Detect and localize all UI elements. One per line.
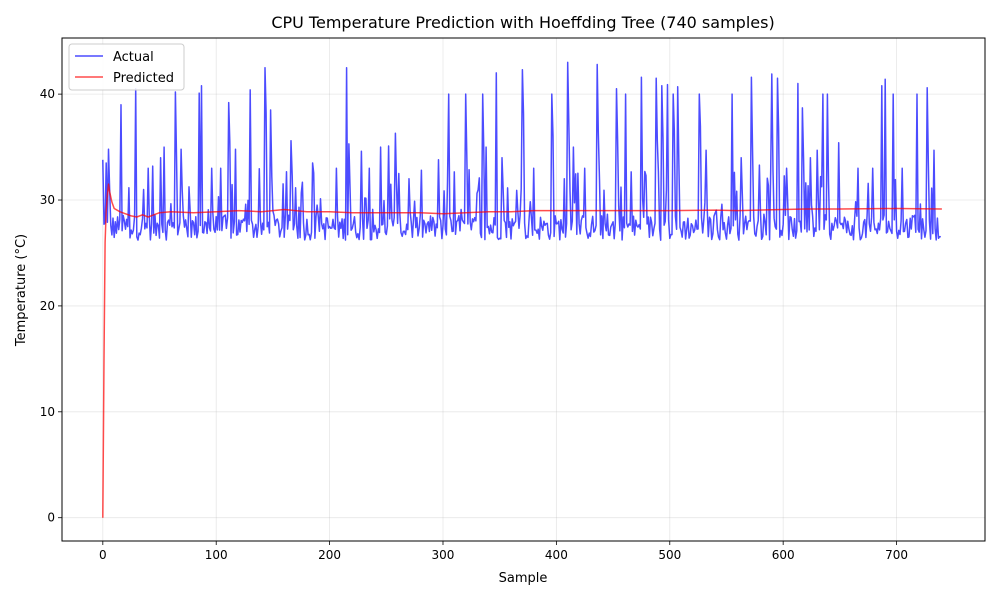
y-axis: 0 10 20 30 40 <box>40 87 62 525</box>
legend-label-predicted: Predicted <box>113 71 174 86</box>
y-tick-label: 30 <box>40 193 55 207</box>
x-axis-label: Sample <box>499 571 548 586</box>
y-tick-label: 10 <box>40 405 55 419</box>
x-tick-label: 300 <box>432 548 455 562</box>
y-tick-label: 40 <box>40 87 55 101</box>
series-line-actual <box>102 61 941 241</box>
y-tick-label: 0 <box>47 511 55 525</box>
y-tick-label: 20 <box>40 299 55 313</box>
x-tick-label: 100 <box>205 548 228 562</box>
axes-frame <box>61 37 986 542</box>
series-layer <box>102 61 942 518</box>
x-tick-label: 700 <box>885 548 908 562</box>
series-line-predicted <box>102 183 942 518</box>
x-tick-label: 600 <box>772 548 795 562</box>
legend-label-actual: Actual <box>113 50 154 65</box>
x-tick-label: 400 <box>545 548 568 562</box>
x-axis: 0 100 200 300 400 500 600 700 <box>99 541 908 562</box>
x-tick-label: 200 <box>318 548 341 562</box>
x-tick-label: 0 <box>99 548 107 562</box>
y-axis-label: Temperature (°C) <box>14 234 29 347</box>
legend: Actual Predicted <box>68 43 185 91</box>
x-tick-label: 500 <box>658 548 681 562</box>
chart-title: CPU Temperature Prediction with Hoeffdin… <box>271 13 774 32</box>
grid <box>62 38 985 541</box>
